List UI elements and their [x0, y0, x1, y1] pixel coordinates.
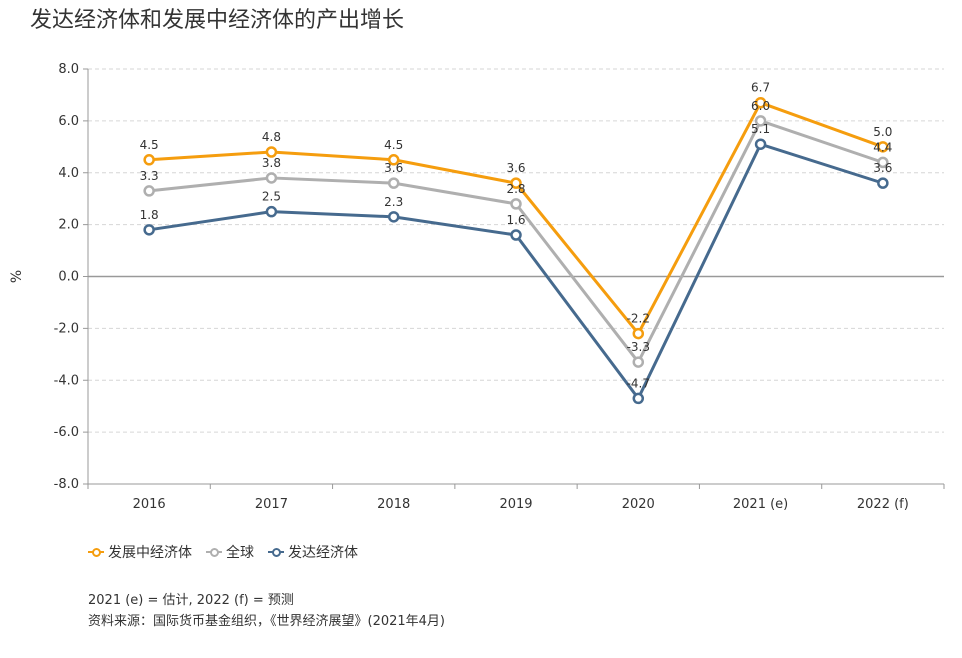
legend-item-world[interactable]: 全球 [206, 542, 254, 562]
data-point [265, 146, 278, 158]
legend-swatch-world [206, 547, 222, 557]
y-axis-label: % [9, 270, 25, 283]
data-point [632, 392, 645, 405]
data-point [877, 156, 889, 169]
data-point [510, 229, 522, 241]
data-point [754, 96, 767, 109]
y-tick-label: 8.0 [58, 62, 79, 77]
legend-swatch-developing [88, 547, 104, 557]
legend-label: 发达经济体 [288, 545, 358, 561]
chart-notes: 2021 (e) = 估计, 2022 (f) = 预测 资料来源：国际货币基金… [88, 590, 445, 632]
data-point [510, 177, 522, 189]
data-point [265, 205, 278, 218]
data-label: 4.4 [873, 140, 892, 154]
y-tick-label: -2.0 [54, 321, 79, 336]
data-label: 1.8 [140, 208, 159, 222]
data-point [143, 185, 155, 197]
data-label: 3.8 [262, 156, 281, 170]
data-label: -4.7 [627, 376, 650, 390]
legend-dot [272, 548, 281, 557]
data-label: 2.3 [384, 195, 403, 209]
data-label: 3.6 [506, 161, 525, 175]
legend-label: 全球 [226, 545, 254, 561]
x-tick-label: 2018 [377, 497, 410, 512]
data-point [877, 177, 889, 189]
legend-dot [210, 548, 219, 557]
x-tick-label: 2019 [499, 497, 532, 512]
data-point [265, 172, 278, 184]
y-tick-label: -4.0 [54, 373, 79, 388]
data-label: 4.8 [262, 130, 281, 144]
data-label: 6.7 [751, 81, 770, 95]
x-tick-label: 2016 [133, 497, 166, 512]
data-label: 2.5 [262, 190, 281, 204]
data-label: -3.3 [627, 340, 650, 354]
data-point [754, 138, 767, 150]
data-label: 3.3 [140, 169, 159, 183]
note-estimate-forecast: 2021 (e) = 估计, 2022 (f) = 预测 [88, 593, 294, 608]
data-label: 6.0 [751, 99, 770, 113]
data-point [387, 177, 400, 189]
data-point [754, 115, 767, 127]
x-tick-label: 2022 (f) [857, 497, 909, 512]
data-label: -2.2 [627, 312, 650, 326]
data-label: 3.6 [384, 161, 403, 175]
x-tick-label: 2020 [622, 497, 655, 512]
data-label: 5.1 [751, 122, 770, 136]
y-tick-label: -6.0 [54, 425, 79, 440]
series-line-1 [148, 119, 884, 364]
data-label: 4.5 [140, 138, 159, 152]
legend-swatch-advanced [268, 547, 284, 557]
y-tick-label: -8.0 [54, 477, 79, 492]
y-tick-label: 6.0 [58, 114, 79, 129]
chart-title: 发达经济体和发展中经济体的产出增长 [30, 8, 405, 33]
data-point [632, 356, 645, 368]
data-point [143, 154, 155, 166]
legend-dot [92, 548, 101, 557]
line-chart: 8.0 6.0 4.0 2.0 0.0 -2.0 -4.0 -6.0 -8.0 2016 2017 2… [9, 62, 945, 512]
x-tick-label: 2017 [255, 497, 288, 512]
y-tick-label: 0.0 [58, 270, 79, 285]
data-point [510, 198, 522, 210]
note-source: 资料来源：国际货币基金组织，《世界经济展望》(2021年4月) [88, 614, 445, 629]
data-point [387, 154, 400, 166]
data-point [143, 224, 155, 236]
data-point [387, 211, 400, 223]
data-label: 3.6 [873, 161, 892, 175]
legend-item-developing[interactable]: 发展中经济体 [88, 542, 192, 562]
data-label: 4.5 [384, 138, 403, 152]
legend-item-advanced[interactable]: 发达经济体 [268, 542, 358, 562]
legend-label: 发展中经济体 [108, 545, 192, 561]
data-label: 2.8 [506, 182, 525, 196]
data-label: 1.6 [506, 213, 525, 227]
y-tick-label: 4.0 [58, 166, 79, 181]
legend: 发展中经济体 全球 发达经济体 [88, 542, 358, 562]
y-tick-label: 2.0 [58, 218, 79, 233]
data-label: 5.0 [873, 125, 892, 139]
x-tick-label: 2021 (e) [733, 497, 788, 512]
data-point [632, 327, 645, 340]
data-point [877, 141, 889, 153]
